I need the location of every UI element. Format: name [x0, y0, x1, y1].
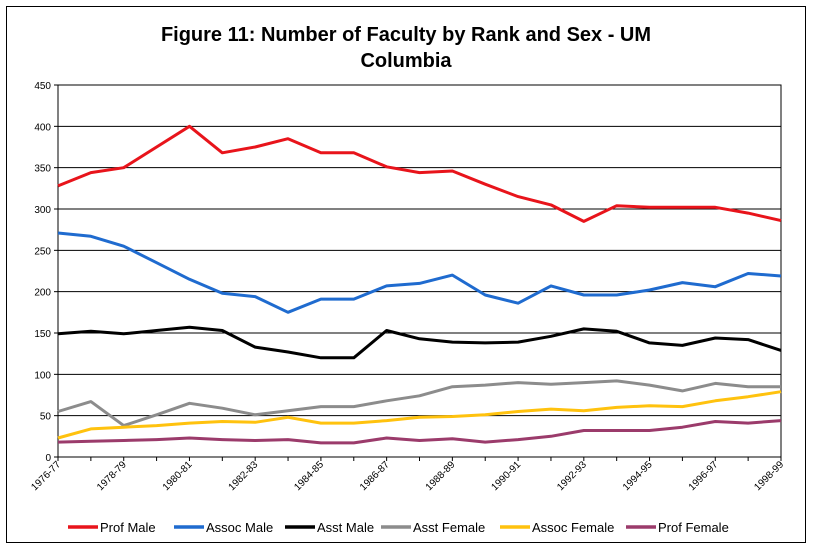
x-tick-label: 1992-93	[555, 459, 589, 493]
x-tick-label: 1984-85	[292, 459, 326, 493]
y-tick-label: 200	[34, 288, 51, 299]
x-tick-label: 1976-77	[29, 459, 63, 493]
y-tick-label: 250	[34, 246, 51, 257]
series-line-asst-male	[57, 325, 782, 360]
chart-title: Figure 11: Number of Faculty by Rank and…	[161, 24, 651, 46]
series-line-prof-male	[57, 124, 782, 223]
y-tick-label: 450	[34, 81, 51, 92]
x-tick-label: 1988-89	[424, 459, 458, 493]
y-tick-label: 0	[45, 453, 51, 464]
x-tick-label: 1982-83	[227, 459, 261, 493]
legend-label-asst-female: Asst Female	[413, 520, 485, 535]
y-tick-label: 400	[34, 122, 51, 133]
x-tick-label: 1998-99	[752, 459, 786, 493]
series-lines	[57, 124, 782, 445]
legend-label-assoc-female: Assoc Female	[532, 520, 614, 535]
series-line-asst-female	[57, 379, 781, 428]
legend-label-assoc-male: Assoc Male	[206, 520, 273, 535]
x-tick-label: 1990-91	[489, 459, 523, 493]
y-tick-label: 300	[34, 205, 51, 216]
x-tick-label: 1978-79	[95, 459, 129, 493]
x-tick-label: 1994-95	[621, 459, 655, 493]
x-tick-label: 1980-81	[161, 459, 195, 493]
chart-frame	[6, 6, 806, 543]
y-tick-label: 100	[34, 370, 51, 381]
legend-label-prof-male: Prof Male	[100, 520, 156, 535]
legend-label-prof-female: Prof Female	[658, 520, 729, 535]
y-tick-label: 350	[34, 164, 51, 175]
chart-subtitle: Columbia	[360, 50, 452, 72]
legend-label-asst-male: Asst Male	[317, 520, 374, 535]
x-tick-labels: 1976-77 1978-79 1980-81 1982-83 1984-85 1986-…	[29, 459, 786, 493]
x-tick-label: 1986-87	[358, 459, 392, 493]
y-tick-label: 150	[34, 329, 51, 340]
x-tick-label: 1996-97	[687, 459, 721, 493]
y-tick-label: 50	[40, 412, 52, 423]
series-line-assoc-male	[57, 231, 782, 314]
axes	[54, 84, 782, 461]
legend: Prof Male Assoc Male Asst Male Asst Female A…	[68, 520, 729, 535]
series-line-assoc-female	[57, 390, 782, 440]
y-tick-labels: 0 50 100 150 200 250 300 350 400 450	[34, 81, 51, 464]
series-line-prof-female	[57, 419, 782, 445]
